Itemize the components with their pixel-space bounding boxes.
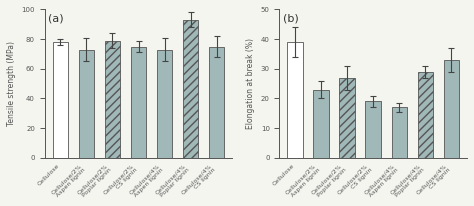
Bar bbox=[79, 49, 94, 158]
Bar bbox=[131, 47, 146, 158]
Text: (a): (a) bbox=[48, 14, 64, 24]
Bar bbox=[209, 47, 225, 158]
Bar bbox=[53, 42, 68, 158]
Bar bbox=[313, 90, 329, 158]
Bar bbox=[105, 41, 120, 158]
Bar bbox=[392, 107, 407, 158]
Y-axis label: Elongation at break (%): Elongation at break (%) bbox=[246, 38, 255, 129]
Bar bbox=[183, 20, 199, 158]
Bar bbox=[365, 101, 381, 158]
Y-axis label: Tensile strength (MPa): Tensile strength (MPa) bbox=[7, 41, 16, 126]
Bar bbox=[339, 78, 355, 158]
Text: (b): (b) bbox=[283, 14, 299, 24]
Bar bbox=[418, 72, 433, 158]
Bar bbox=[287, 42, 303, 158]
Bar bbox=[157, 49, 173, 158]
Bar bbox=[444, 60, 459, 158]
